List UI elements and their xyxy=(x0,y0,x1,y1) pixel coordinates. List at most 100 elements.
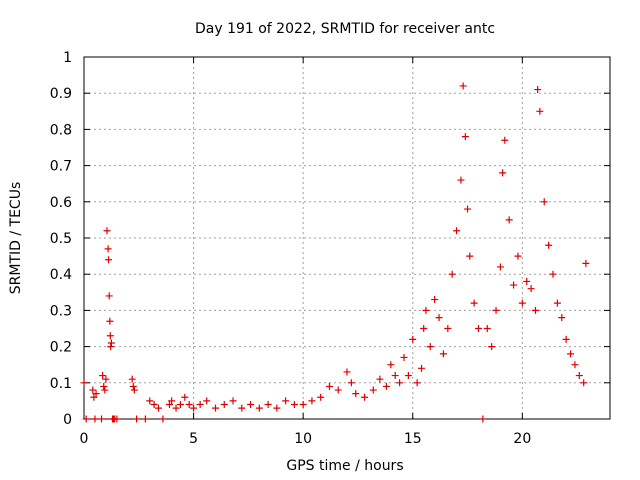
data-point xyxy=(409,335,417,343)
y-tick-label: 0.7 xyxy=(50,159,72,175)
data-point xyxy=(82,415,90,423)
data-point xyxy=(461,133,469,141)
y-tick-label: 0.6 xyxy=(50,195,72,211)
data-point xyxy=(369,386,377,394)
data-point xyxy=(582,259,590,267)
data-point xyxy=(418,364,426,372)
data-point xyxy=(536,107,544,115)
data-point xyxy=(435,314,443,322)
data-point xyxy=(501,136,509,144)
data-point xyxy=(391,372,399,380)
data-point xyxy=(176,401,184,409)
x-tick-label: 20 xyxy=(513,431,531,447)
data-point xyxy=(343,368,351,376)
data-point xyxy=(545,241,553,249)
x-tick-label: 0 xyxy=(80,431,89,447)
data-point xyxy=(549,270,557,278)
data-point xyxy=(567,350,575,358)
data-point xyxy=(172,404,180,412)
data-point xyxy=(553,299,561,307)
data-point xyxy=(165,401,173,409)
data-point xyxy=(220,401,228,409)
data-point xyxy=(141,415,149,423)
data-point xyxy=(91,415,99,423)
data-point xyxy=(130,386,138,394)
data-point xyxy=(492,306,500,314)
y-tick-label: 0.1 xyxy=(50,376,72,392)
data-point xyxy=(488,343,496,351)
data-point xyxy=(155,404,163,412)
data-point xyxy=(107,343,115,351)
data-point xyxy=(273,404,281,412)
data-point xyxy=(505,216,513,224)
data-point xyxy=(212,404,219,412)
data-point xyxy=(580,379,588,387)
data-point xyxy=(255,404,263,412)
data-point xyxy=(382,382,390,390)
data-point xyxy=(453,227,461,235)
y-tick-label: 0.9 xyxy=(50,86,72,102)
plot-frame xyxy=(83,56,611,420)
data-point xyxy=(181,393,189,401)
x-tick-label: 15 xyxy=(404,431,422,447)
data-point xyxy=(431,296,439,304)
data-point xyxy=(104,245,112,253)
data-point xyxy=(534,86,542,94)
data-point xyxy=(282,397,290,405)
data-point xyxy=(229,397,237,405)
chart-title: Day 191 of 2022, SRMTID for receiver ant… xyxy=(195,21,495,37)
data-point xyxy=(376,375,384,383)
x-tick-label: 10 xyxy=(294,431,312,447)
y-tick-label: 0.3 xyxy=(50,303,72,319)
y-axis-label: SRMTID / TECUs xyxy=(8,182,24,295)
y-tick-label: 1 xyxy=(63,50,72,66)
data-point xyxy=(404,372,412,380)
data-point xyxy=(352,390,360,398)
data-point xyxy=(325,382,333,390)
data-point xyxy=(475,325,482,332)
data-point xyxy=(361,393,369,401)
x-axis-label: GPS time / hours xyxy=(286,458,403,474)
data-point xyxy=(238,404,246,412)
data-point xyxy=(466,252,474,260)
data-point xyxy=(308,397,316,405)
data-point xyxy=(105,256,113,264)
data-point xyxy=(422,306,430,314)
y-tick-label: 0.4 xyxy=(50,267,72,283)
data-point xyxy=(99,372,107,380)
data-point xyxy=(203,397,211,405)
data-point xyxy=(113,415,121,423)
data-point xyxy=(247,401,255,409)
data-point xyxy=(90,393,98,401)
data-point xyxy=(150,401,158,409)
data-point xyxy=(100,382,108,390)
y-tick-label: 0.2 xyxy=(50,340,72,356)
data-point xyxy=(168,397,176,405)
data-point xyxy=(299,401,307,409)
data-point xyxy=(185,401,193,409)
data-point xyxy=(107,339,115,347)
data-point xyxy=(523,277,531,285)
data-point xyxy=(400,353,408,361)
data-point xyxy=(190,404,198,412)
data-point xyxy=(514,252,522,260)
data-point xyxy=(290,401,298,409)
data-point xyxy=(439,350,447,358)
data-point xyxy=(102,375,110,383)
data-point xyxy=(92,390,100,398)
data-point xyxy=(89,386,97,394)
data-point xyxy=(106,332,114,340)
data-point xyxy=(558,314,566,322)
data-point xyxy=(103,227,111,235)
data-point xyxy=(518,299,526,307)
data-point xyxy=(457,176,465,184)
data-point xyxy=(531,306,539,314)
data-point xyxy=(575,372,583,380)
data-point xyxy=(464,205,472,213)
data-point xyxy=(317,393,325,401)
data-point xyxy=(562,335,570,343)
data-point xyxy=(128,375,136,383)
data-point xyxy=(499,169,507,177)
data-point xyxy=(413,379,421,387)
